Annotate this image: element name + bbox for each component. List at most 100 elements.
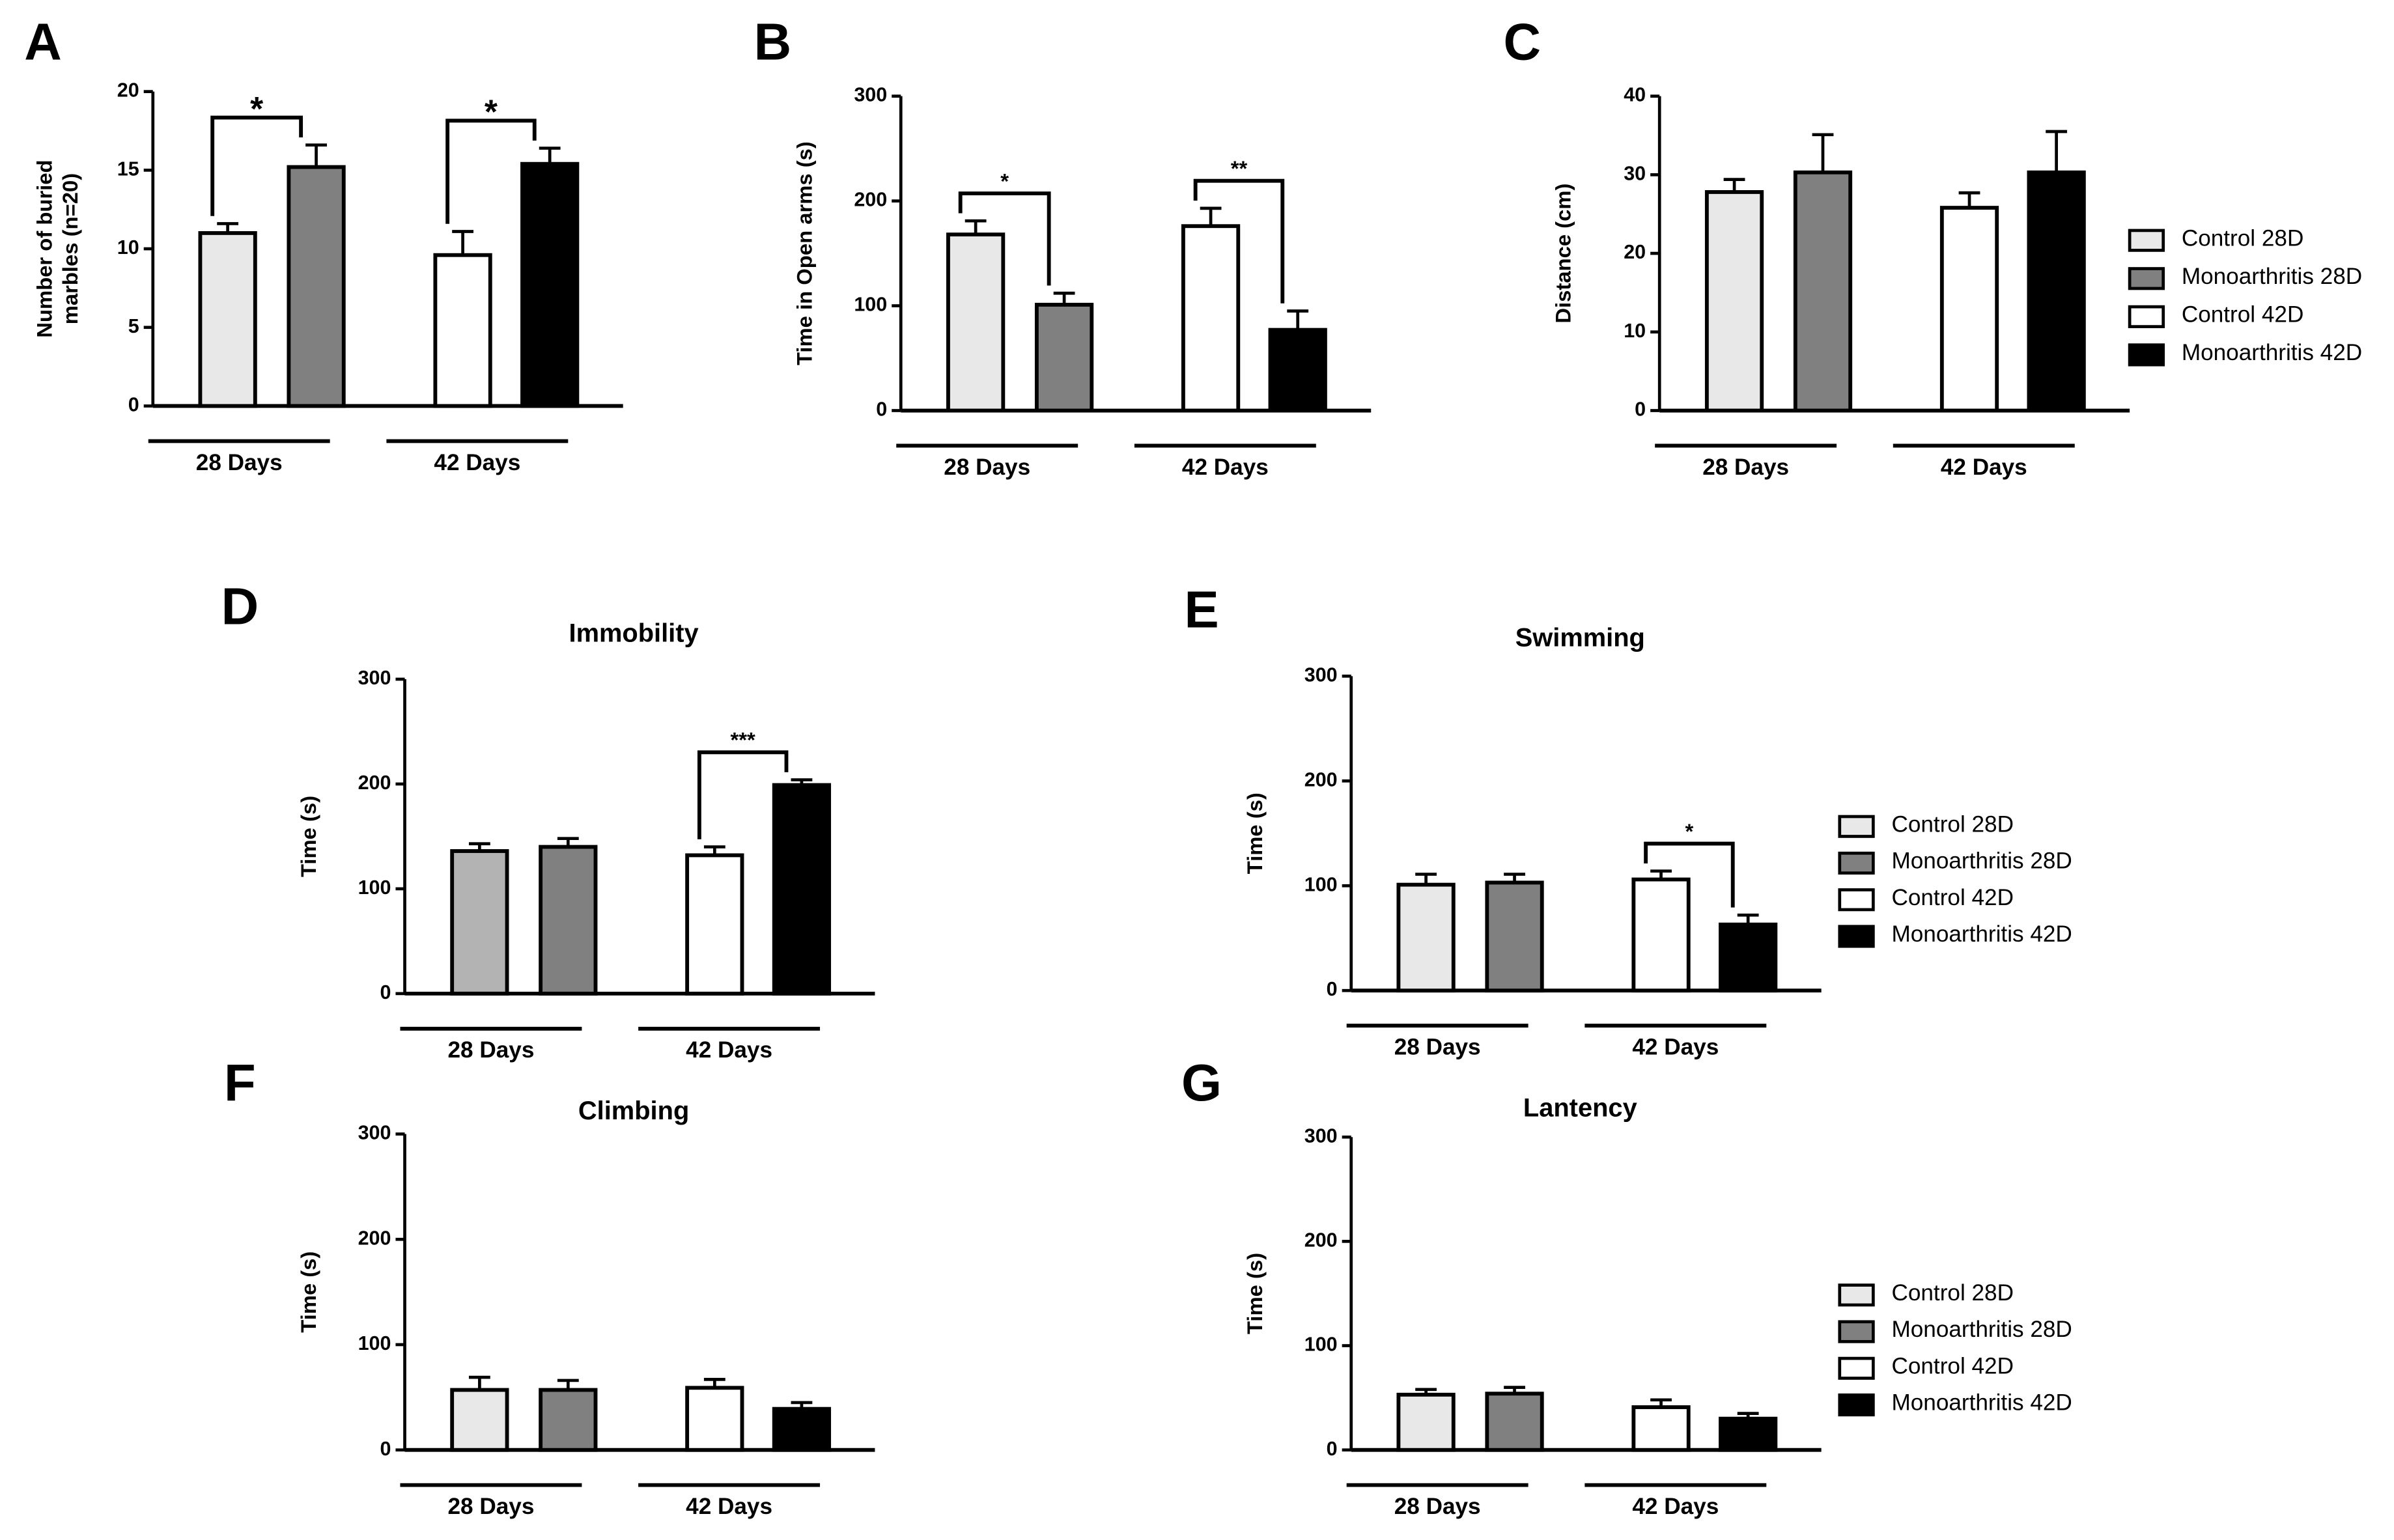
- bar: [1631, 1405, 1691, 1452]
- significance-bracket: [445, 119, 537, 224]
- panel-letter: A: [24, 12, 62, 70]
- y-axis-label: marbles (n=20): [58, 173, 82, 324]
- panel-letter: B: [754, 12, 792, 70]
- significance-label: *: [250, 90, 264, 128]
- legend-swatch: [1838, 851, 1875, 875]
- legend-swatch: [1838, 1393, 1875, 1417]
- y-tick-label: 40: [1624, 84, 1646, 106]
- panel-letter: G: [1181, 1054, 1222, 1112]
- legend-label: Control 42D: [2182, 301, 2304, 327]
- y-tick-label: 0: [1327, 1438, 1338, 1460]
- y-tick-label: 0: [380, 981, 391, 1003]
- bar: [2027, 170, 2086, 413]
- group-label: 28 Days: [1394, 1494, 1481, 1519]
- y-tick-label: 15: [117, 158, 139, 180]
- y-tick-label: 200: [1304, 768, 1338, 791]
- group-label: 28 Days: [196, 450, 283, 475]
- legend-swatch: [1838, 1320, 1875, 1343]
- legend-label: Monoarthritis 42D: [1891, 1390, 2072, 1416]
- bar: [1485, 880, 1544, 993]
- bar: [1719, 922, 1778, 993]
- y-tick-label: 0: [1327, 978, 1338, 1000]
- chart-title: Lantency: [1523, 1094, 1637, 1123]
- significance-bracket: [1644, 841, 1735, 908]
- legend-label: Control 28D: [1891, 1280, 2014, 1306]
- y-tick-label: 10: [1624, 320, 1646, 342]
- group-label: 28 Days: [1702, 455, 1789, 480]
- panel-letter: E: [1184, 580, 1218, 638]
- y-tick-label: 0: [380, 1438, 391, 1460]
- bar: [685, 1386, 744, 1452]
- bar: [1396, 1392, 1456, 1452]
- y-tick-label: 300: [1304, 1125, 1338, 1147]
- y-tick-label: 200: [1304, 1229, 1338, 1251]
- bar: [450, 1388, 509, 1452]
- legend-label: Control 28D: [1891, 811, 2014, 837]
- legend-label: Monoarthritis 28D: [1891, 1317, 2072, 1342]
- group-label: 42 Days: [434, 450, 520, 475]
- bar: [433, 253, 492, 408]
- bar: [1704, 190, 1764, 413]
- y-axis-label: Time (s): [1243, 1253, 1267, 1334]
- group-label: 42 Days: [1941, 455, 2027, 480]
- chart-title: Climbing: [578, 1097, 689, 1125]
- bar: [198, 231, 257, 408]
- y-tick-label: 300: [358, 667, 391, 689]
- bar: [1631, 877, 1691, 993]
- panel-letter: C: [1503, 12, 1541, 70]
- legend-label: Monoarthritis 28D: [1891, 848, 2072, 874]
- y-axis-label: Time (s): [1243, 792, 1267, 874]
- group-label: 42 Days: [686, 1494, 772, 1519]
- significance-bracket: [697, 750, 789, 839]
- bar: [685, 853, 744, 996]
- chart-title: Swimming: [1515, 624, 1645, 652]
- y-tick-label: 20: [117, 79, 139, 102]
- y-tick-label: 100: [854, 294, 887, 316]
- legend-swatch: [2128, 229, 2165, 252]
- panel-letter: F: [224, 1054, 256, 1112]
- y-tick-label: 300: [358, 1122, 391, 1144]
- y-tick-label: 200: [358, 1227, 391, 1249]
- group-label: 42 Days: [686, 1037, 772, 1063]
- significance-bracket: [210, 115, 303, 216]
- bar: [1181, 224, 1241, 413]
- y-tick-label: 30: [1624, 162, 1646, 184]
- y-tick-label: 5: [128, 315, 139, 337]
- y-tick-label: 300: [854, 84, 887, 106]
- significance-label: ***: [731, 728, 756, 752]
- y-axis-label: Time (s): [296, 1252, 320, 1333]
- y-tick-label: 200: [854, 189, 887, 211]
- y-axis-label: Time (s): [296, 796, 320, 877]
- y-tick-label: 0: [1635, 399, 1646, 421]
- panel-letter: D: [221, 578, 259, 636]
- significance-label: **: [1231, 156, 1248, 180]
- legend-swatch: [1838, 1283, 1875, 1307]
- significance-bracket: [958, 191, 1051, 286]
- legend-label: Monoarthritis 42D: [2182, 340, 2362, 365]
- y-axis-label: Number of buried: [32, 160, 56, 337]
- legend-swatch: [2128, 343, 2165, 367]
- y-tick-label: 100: [358, 1332, 391, 1354]
- y-tick-label: 20: [1624, 241, 1646, 263]
- bar: [1268, 328, 1327, 413]
- y-tick-label: 100: [358, 876, 391, 899]
- significance-bracket: [1193, 178, 1285, 303]
- bar: [1719, 1416, 1778, 1452]
- bar: [772, 783, 832, 996]
- group-label: 28 Days: [1394, 1035, 1481, 1060]
- legend-label: Control 28D: [2182, 225, 2304, 251]
- bar: [539, 1388, 598, 1452]
- bar: [1396, 882, 1456, 993]
- y-tick-label: 200: [358, 772, 391, 794]
- legend-label: Monoarthritis 42D: [1891, 921, 2072, 947]
- y-axis-label: Time in Open arms (s): [793, 141, 817, 365]
- legend-swatch: [1838, 888, 1875, 912]
- significance-label: *: [485, 93, 498, 131]
- legend-swatch: [1838, 925, 1875, 948]
- bar: [1939, 206, 1999, 413]
- legend-swatch: [2128, 305, 2165, 328]
- chart-title: Immobility: [569, 619, 699, 648]
- bar: [946, 232, 1006, 413]
